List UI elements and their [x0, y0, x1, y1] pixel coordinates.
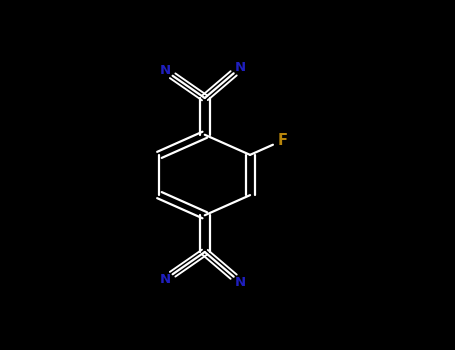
Text: N: N	[235, 61, 246, 74]
Text: F: F	[278, 133, 288, 148]
Text: N: N	[235, 276, 246, 289]
Text: N: N	[160, 64, 171, 77]
Text: N: N	[160, 273, 171, 286]
